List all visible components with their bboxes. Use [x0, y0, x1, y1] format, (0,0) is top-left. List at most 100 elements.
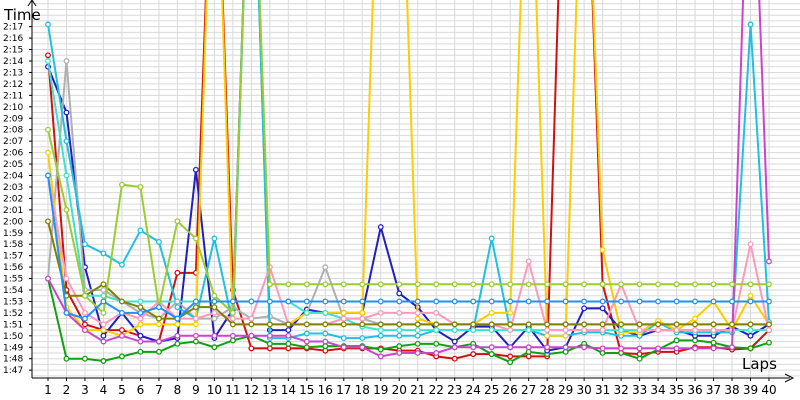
data-point [248, 345, 255, 352]
y-tick-label: 2:02 [3, 194, 23, 204]
data-point [692, 298, 699, 305]
x-tick-label: 17 [336, 383, 351, 397]
data-point [137, 183, 144, 190]
data-point [174, 321, 181, 328]
data-point [100, 250, 107, 257]
data-point [433, 281, 440, 288]
data-point [192, 235, 199, 242]
data-point [581, 321, 588, 328]
data-point [100, 287, 107, 293]
data-point [747, 321, 754, 328]
y-tick-label: 2:07 [3, 137, 23, 147]
data-point [618, 281, 625, 288]
data-point [396, 343, 403, 350]
data-point [229, 321, 236, 328]
data-point [470, 298, 477, 305]
plot-background [32, 0, 800, 378]
series-layer [45, 0, 772, 366]
data-point [303, 309, 310, 316]
data-point [100, 358, 107, 364]
data-point [63, 172, 70, 179]
data-point [636, 298, 643, 305]
data-point [396, 332, 403, 339]
data-point [377, 281, 384, 288]
data-point [174, 304, 181, 311]
data-point [747, 332, 754, 339]
x-tick-label: 29 [558, 383, 573, 397]
data-point [599, 327, 606, 334]
data-point [525, 353, 532, 360]
data-point [229, 337, 236, 344]
data-point [118, 327, 125, 334]
data-point [507, 353, 514, 360]
series-line [47, 175, 770, 332]
data-point [692, 345, 699, 352]
x-axis-arrow-icon [784, 373, 795, 383]
data-point [451, 327, 458, 334]
data-point [599, 350, 606, 356]
data-point [63, 109, 70, 116]
data-point [451, 344, 458, 351]
x-tick-label: 39 [743, 383, 758, 397]
data-point [451, 298, 458, 305]
data-point [359, 309, 366, 316]
series-12 [45, 172, 772, 322]
data-point [618, 345, 625, 352]
x-tick-label: 14 [281, 383, 296, 397]
data-point [525, 344, 532, 351]
data-point [636, 281, 643, 288]
data-point [636, 321, 643, 328]
data-point [396, 290, 403, 297]
data-point [599, 281, 606, 288]
data-point [137, 298, 144, 305]
data-point [118, 353, 125, 360]
data-point [488, 351, 495, 358]
data-point [766, 281, 772, 288]
data-point [692, 315, 699, 322]
data-point [655, 298, 662, 305]
data-point [692, 321, 699, 328]
data-point [562, 321, 569, 328]
data-point [377, 321, 384, 328]
data-point [192, 166, 199, 173]
x-tick-label: 16 [318, 383, 333, 397]
data-point [396, 350, 403, 356]
data-point [100, 321, 107, 328]
data-point [82, 292, 88, 299]
data-point [100, 327, 107, 334]
data-point [174, 315, 181, 322]
x-tick-label: 4 [100, 383, 108, 397]
data-point [340, 335, 347, 342]
y-tick-label: 1:54 [3, 286, 23, 296]
data-point [229, 332, 236, 339]
data-point [155, 338, 162, 345]
y-tick-label: 1:53 [3, 297, 23, 307]
data-point [192, 321, 199, 328]
data-point [673, 337, 680, 344]
data-point [211, 304, 218, 311]
data-point [396, 309, 403, 316]
data-point [377, 224, 384, 230]
data-point [692, 337, 699, 344]
data-point [82, 315, 88, 322]
data-point [414, 327, 421, 334]
data-point [451, 355, 458, 362]
data-point [340, 298, 347, 305]
data-point [488, 309, 495, 316]
y-tick-labels: 1:471:48 1:491:50 1:511:52 1:531:541:55 1:56… [3, 23, 32, 376]
x-tick-label: 26 [503, 383, 518, 397]
data-point [729, 321, 735, 328]
data-point [359, 281, 366, 288]
data-point [211, 332, 218, 339]
data-point [359, 344, 366, 351]
data-point [340, 315, 347, 322]
data-point [525, 321, 532, 328]
data-point [470, 281, 477, 288]
data-point [507, 298, 514, 305]
data-point [322, 298, 329, 305]
data-point [525, 281, 532, 288]
y-tick-label: 2:11 [3, 91, 23, 101]
data-point [100, 338, 107, 345]
data-point [285, 340, 292, 347]
